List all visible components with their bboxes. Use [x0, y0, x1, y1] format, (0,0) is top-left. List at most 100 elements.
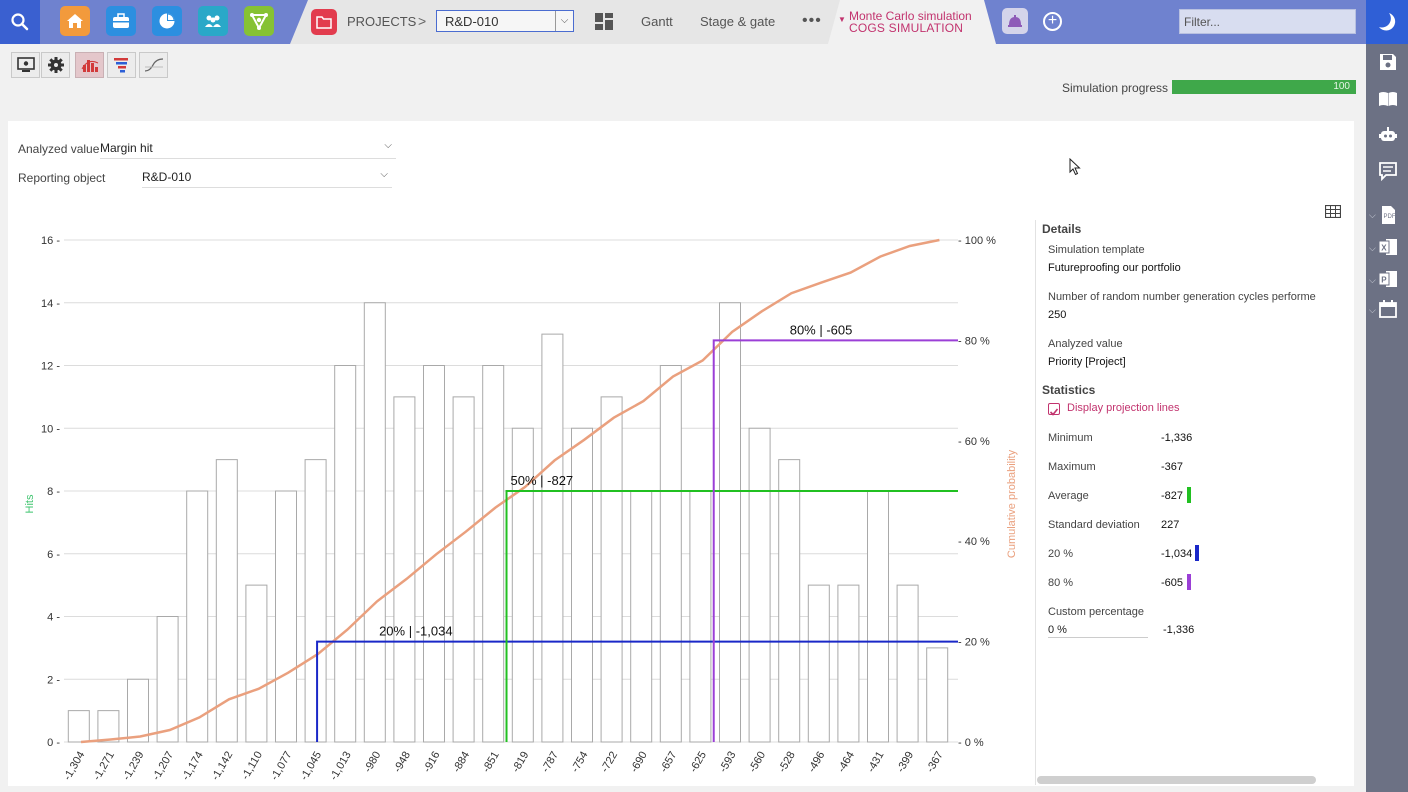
projection-line	[316, 640, 958, 742]
average-marker	[1187, 487, 1191, 503]
save-button[interactable]	[1377, 51, 1399, 73]
x-tick-label: -787	[540, 750, 561, 775]
horizontal-scrollbar[interactable]	[1037, 776, 1316, 784]
project-select[interactable]: R&D-010 ⌵	[436, 10, 574, 32]
tab-monte-carlo[interactable]	[828, 0, 996, 44]
more-tabs-button[interactable]: •••	[802, 12, 822, 29]
y-tick-label: 0 -	[47, 737, 60, 749]
messages-button[interactable]	[1377, 160, 1399, 182]
histogram-bar	[896, 584, 919, 743]
tab-stage-gate[interactable]: Stage & gate	[700, 14, 776, 29]
app-home-button[interactable]	[60, 6, 90, 36]
search-button[interactable]	[0, 0, 40, 44]
minimum-value: -1,336	[1161, 432, 1193, 444]
analyzed-value-label: Analyzed value	[18, 142, 100, 156]
network-icon	[250, 13, 268, 31]
search-icon	[11, 13, 29, 31]
y2-tick-label: - 0 %	[958, 737, 984, 749]
svg-text:P: P	[1381, 276, 1387, 285]
p80-marker	[1187, 574, 1191, 590]
progress-fill	[1172, 80, 1356, 94]
reporting-object-value: R&D-010	[142, 170, 192, 184]
tab-dropdown-icon[interactable]: ▼	[838, 15, 846, 24]
table-view-button[interactable]	[1324, 204, 1342, 223]
pdf-icon: PDF	[1382, 206, 1396, 224]
histogram-bar	[363, 302, 386, 743]
p20-label: 20 %	[1048, 548, 1074, 560]
active-tab-title[interactable]: Monte Carlo simulation	[849, 9, 972, 23]
projection-line	[712, 339, 958, 742]
chevron-down-icon[interactable]: ⌵	[1369, 275, 1376, 285]
custom-percentage-value: -1,336	[1163, 624, 1195, 636]
histogram-bar	[127, 678, 149, 743]
excel-icon: X	[1378, 239, 1397, 255]
breadcrumb-separator: >	[418, 13, 427, 29]
filter-input[interactable]	[1179, 9, 1356, 34]
curve-view-button[interactable]	[139, 52, 168, 78]
export-powerpoint-button[interactable]: P	[1377, 268, 1399, 290]
y-tick-label: 6 -	[47, 549, 60, 561]
histogram-chart: 20% | -1,034 50% | -827 80% | -605 0 - 2 - 4…	[24, 235, 1018, 783]
settings-button[interactable]	[41, 52, 70, 78]
maximum-value: -367	[1161, 461, 1184, 473]
average-value: -827	[1161, 490, 1184, 502]
histogram-bar	[156, 616, 179, 743]
breadcrumb-projects[interactable]: PROJECTS	[347, 14, 417, 29]
x-tick-label: -1,239	[121, 750, 147, 783]
calendar-icon	[1379, 300, 1397, 318]
histogram-view-button[interactable]	[75, 52, 104, 78]
chevron-down-icon[interactable]: ⌵	[1369, 305, 1376, 315]
add-tab-button[interactable]: +	[1043, 12, 1062, 31]
reporting-object-label: Reporting object	[18, 171, 106, 185]
projection-line	[505, 490, 958, 742]
powerpoint-icon: P	[1378, 271, 1397, 287]
x-tick-label: -528	[776, 750, 797, 775]
x-tick-label: -1,110	[239, 750, 265, 782]
progress-label: Simulation progress	[1062, 81, 1169, 95]
histogram-bar	[452, 396, 475, 743]
projection-label: 50% | -827	[511, 473, 574, 488]
open-book-icon	[1379, 92, 1397, 106]
histogram-bar	[304, 459, 327, 743]
assistant-button[interactable]	[1377, 124, 1399, 146]
guide-button[interactable]	[1377, 88, 1399, 110]
tab-gantt[interactable]: Gantt	[641, 14, 673, 29]
svg-text:PDF: PDF	[1384, 214, 1396, 220]
y-tick-label: 4 -	[47, 612, 60, 624]
analyzed-value-select[interactable]: Margin hit ⌵	[100, 140, 396, 159]
active-tab-subtitle[interactable]: COGS SIMULATION	[849, 21, 964, 35]
projection-lines-label[interactable]: Display projection lines	[1067, 402, 1180, 414]
app-team-button[interactable]	[198, 6, 228, 36]
app-briefcase-button[interactable]	[106, 6, 136, 36]
custom-percentage-input[interactable]	[1048, 622, 1148, 638]
histogram-bar	[423, 365, 445, 743]
app-reports-button[interactable]	[152, 6, 182, 36]
histogram-bar	[600, 396, 623, 743]
histogram-bar	[541, 333, 564, 743]
projects-folder-button[interactable]	[311, 9, 337, 35]
settings-screen-button[interactable]	[11, 52, 40, 78]
x-tick-label: -657	[658, 750, 679, 775]
histogram-bar	[334, 365, 357, 743]
export-pdf-button[interactable]: PDF	[1377, 204, 1399, 226]
calendar-button[interactable]	[1377, 298, 1399, 320]
x-tick-label: -948	[392, 750, 413, 775]
histogram-bar	[719, 302, 741, 743]
chevron-down-icon[interactable]: ⌵	[1369, 210, 1376, 220]
histogram-bar	[837, 584, 860, 743]
histogram-bar	[215, 459, 238, 743]
projection-lines-checkbox[interactable]	[1048, 403, 1060, 416]
home-icon	[67, 14, 83, 28]
x-tick-label: -1,207	[150, 750, 176, 783]
dashboard-grid-button[interactable]	[595, 13, 613, 35]
tornado-view-button[interactable]	[107, 52, 136, 78]
chevron-down-icon[interactable]: ⌵	[1369, 243, 1376, 253]
histogram-bar	[807, 584, 830, 743]
reporting-object-select[interactable]: R&D-010 ⌵	[142, 169, 392, 188]
theme-button[interactable]	[1366, 0, 1408, 44]
p20-value: -1,034	[1161, 548, 1193, 560]
export-excel-button[interactable]: X	[1377, 236, 1399, 258]
app-network-button[interactable]	[244, 6, 274, 36]
home-hat-button[interactable]	[1002, 8, 1028, 34]
p80-label: 80 %	[1048, 577, 1074, 589]
